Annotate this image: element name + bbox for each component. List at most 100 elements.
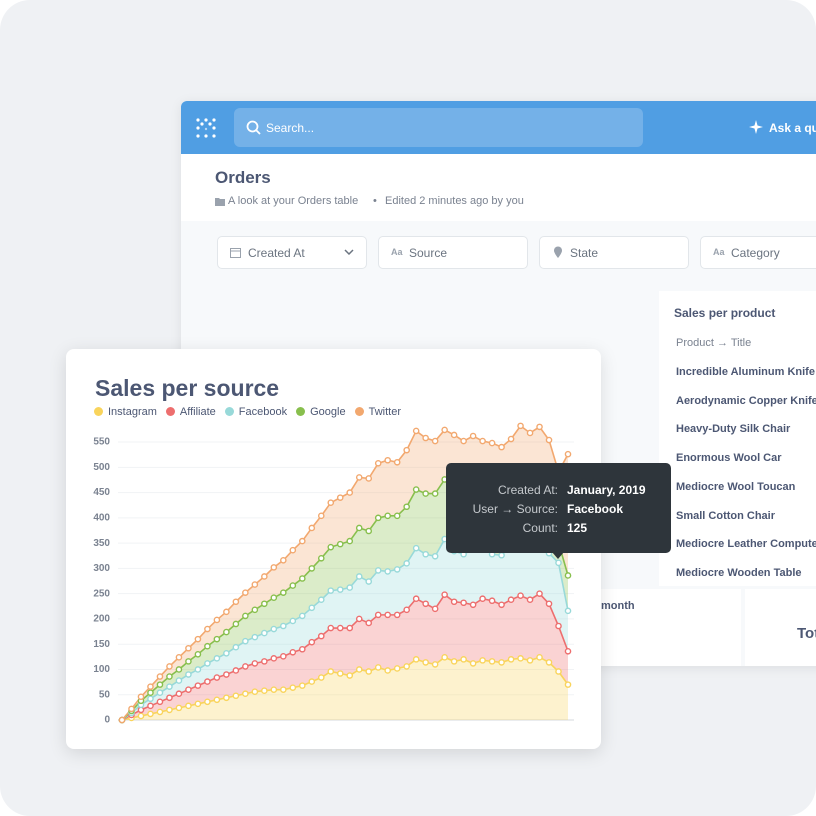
point (365, 668, 373, 675)
column-header[interactable]: Product → Title (676, 337, 752, 349)
point (137, 693, 145, 701)
area (122, 539, 568, 720)
point (289, 684, 297, 691)
point (460, 599, 467, 607)
sparkle-icon (749, 120, 763, 134)
point (251, 606, 259, 614)
product-row: Heavy-Duty Silk Chair (676, 423, 791, 436)
point (412, 595, 420, 603)
area (122, 425, 568, 720)
card-title: Sales per product (674, 306, 776, 320)
point (545, 600, 553, 608)
point (403, 446, 410, 454)
point (213, 674, 221, 681)
point (365, 578, 373, 585)
point (232, 667, 240, 674)
point (166, 683, 173, 690)
point (469, 432, 477, 440)
point (298, 645, 306, 653)
legend-dot (165, 407, 175, 416)
point (289, 546, 297, 554)
y-tick-label: 150 (93, 639, 110, 650)
search-box[interactable]: Search... (234, 108, 643, 147)
point (223, 694, 230, 702)
point (223, 671, 230, 678)
point (431, 661, 439, 668)
point (422, 600, 429, 608)
point (536, 423, 543, 431)
point (460, 656, 467, 663)
point (517, 422, 524, 430)
point (317, 674, 325, 681)
point (507, 596, 515, 604)
filter[interactable]: Created At (217, 236, 367, 269)
tooltip-label: Count: (522, 521, 558, 535)
legend-label: Affiliate (179, 406, 216, 418)
point (317, 512, 325, 520)
tooltip: Created At: January, 2019 User → Source: Fa… (446, 463, 671, 559)
point (166, 663, 173, 670)
point (298, 682, 306, 689)
logo[interactable] (195, 117, 217, 139)
card-title: Total (797, 625, 816, 642)
point (479, 437, 486, 445)
point (147, 702, 154, 710)
point (298, 612, 306, 620)
point (441, 591, 448, 598)
point (194, 651, 202, 658)
point (384, 456, 392, 464)
point (280, 653, 287, 660)
point (156, 681, 164, 688)
point (270, 686, 278, 693)
tooltip-value: Facebook (567, 502, 624, 516)
point (488, 658, 496, 665)
point (213, 616, 221, 624)
area (122, 593, 568, 720)
point (526, 657, 534, 664)
point (336, 670, 344, 677)
point (507, 435, 515, 443)
legend-item: Twitter (354, 406, 401, 418)
folder-icon (215, 198, 225, 206)
point (185, 658, 192, 665)
point (460, 437, 467, 445)
point (175, 690, 183, 698)
point (365, 475, 373, 482)
point (185, 671, 192, 678)
filter[interactable]: Aa Category (700, 236, 816, 269)
point (261, 600, 268, 608)
point (270, 655, 278, 662)
point (194, 682, 202, 689)
point (355, 615, 363, 623)
search-placeholder: Search... (266, 121, 315, 135)
point (374, 567, 382, 574)
point (194, 666, 202, 673)
point (355, 573, 363, 580)
point (147, 695, 154, 703)
point (422, 434, 429, 442)
legend-dot (94, 407, 103, 416)
point (393, 665, 401, 672)
point (317, 596, 325, 604)
top-bar: Search... Ask a question (181, 101, 816, 154)
ask-button[interactable]: Ask a question (769, 121, 816, 135)
y-tick-label: 300 (93, 563, 110, 574)
point (517, 655, 524, 662)
point (412, 656, 420, 663)
point (251, 633, 259, 641)
point (355, 524, 363, 532)
point (346, 489, 354, 496)
point (280, 686, 287, 693)
legend: Instagram Affiliate Facebook Google Twitter (94, 406, 410, 418)
point (384, 568, 392, 575)
point (450, 658, 458, 665)
point (507, 656, 515, 663)
filter[interactable]: Aa Source (378, 236, 528, 269)
point (536, 654, 543, 661)
point (526, 429, 534, 437)
point (336, 624, 344, 632)
point (393, 458, 401, 466)
point (441, 654, 448, 661)
filter[interactable]: State (539, 236, 689, 269)
